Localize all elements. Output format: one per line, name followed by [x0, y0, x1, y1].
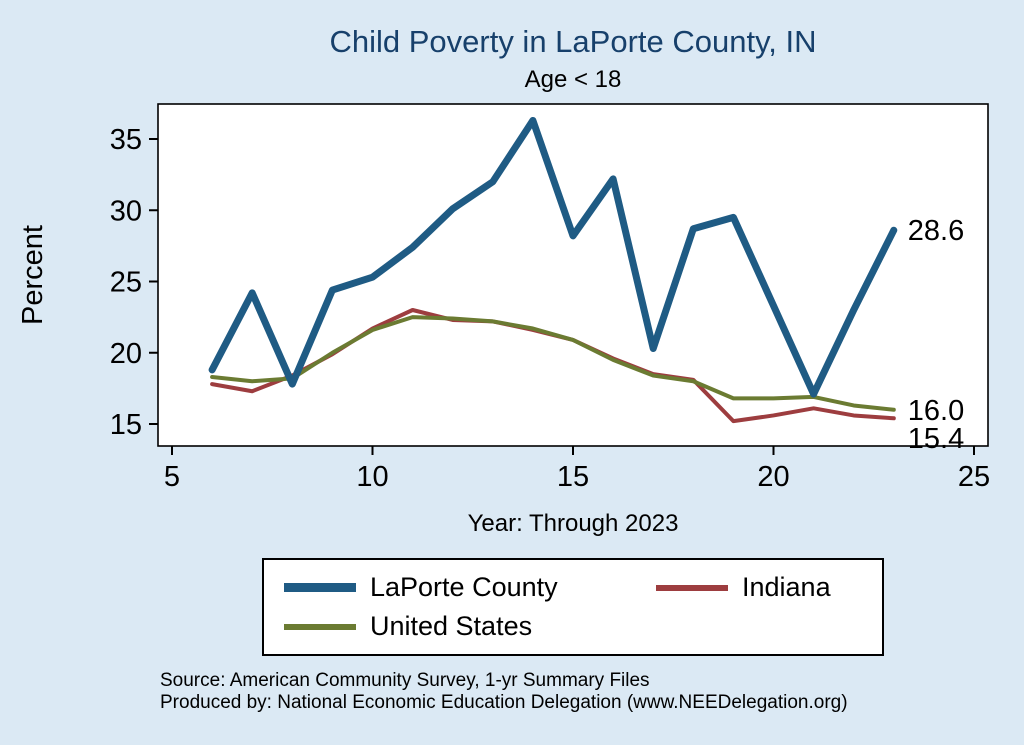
- end-value-label: 16.0: [908, 395, 964, 427]
- legend-item-indiana: Indiana: [656, 572, 872, 603]
- x-tick-label: 5: [164, 461, 180, 493]
- line-chart: 15 20 25 30 35 5 10 15 20 25 Percent 28.6 16.015.4: [17, 103, 990, 493]
- end-value-label: 28.6: [908, 215, 964, 247]
- indiana-line-swatch: [656, 584, 728, 591]
- chart-title: Child Poverty in LaPorte County, IN: [329, 24, 817, 59]
- legend-label-united-states: United States: [370, 611, 533, 641]
- x-tick-label: 10: [356, 461, 388, 493]
- y-tick-label: 30: [110, 195, 142, 227]
- laporte-county-line-swatch: [284, 583, 356, 592]
- chart-subtitle: Age < 18: [524, 66, 622, 93]
- x-axis-title: Year: Through 2023: [467, 510, 679, 537]
- y-tick-label: 25: [110, 267, 142, 299]
- series-line-laporte-county: [208, 116, 898, 398]
- y-tick-label: 15: [110, 409, 142, 441]
- legend: LaPorte County Indiana United States: [262, 558, 884, 656]
- producer-line: Produced by: National Economic Education…: [160, 691, 848, 713]
- legend-item-laporte-county: LaPorte County: [284, 572, 656, 603]
- x-tick-label: 20: [757, 461, 789, 493]
- united-states-line-swatch: [284, 623, 356, 630]
- plot-area: [157, 103, 989, 447]
- source-line: Source: American Community Survey, 1-yr …: [160, 670, 650, 691]
- legend-label-indiana: Indiana: [742, 572, 831, 602]
- y-tick-label: 20: [110, 338, 142, 370]
- legend-label-laporte-county: LaPorte County: [370, 572, 558, 602]
- x-tick-label: 25: [958, 461, 990, 493]
- y-axis-title: Percent: [17, 225, 49, 325]
- end-value-label: 15.4: [908, 423, 964, 455]
- x-tick-label: 15: [557, 461, 589, 493]
- source-note: Source: American Community Survey, 1-yr …: [160, 670, 1024, 714]
- y-tick-label: 35: [110, 124, 142, 156]
- series-line-united-states: [210, 315, 896, 412]
- legend-item-united-states: United States: [284, 611, 656, 642]
